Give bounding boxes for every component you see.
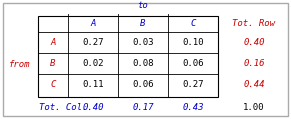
Text: 0.40: 0.40 xyxy=(243,38,265,47)
Text: 0.08: 0.08 xyxy=(132,59,154,68)
Text: 0.10: 0.10 xyxy=(182,38,204,47)
Text: 1.00: 1.00 xyxy=(243,104,265,112)
Text: B: B xyxy=(50,59,56,68)
Text: to: to xyxy=(138,2,148,10)
Text: 0.27: 0.27 xyxy=(82,38,104,47)
Text: 0.02: 0.02 xyxy=(82,59,104,68)
Text: 0.06: 0.06 xyxy=(182,59,204,68)
Text: 0.44: 0.44 xyxy=(243,80,265,89)
Text: A: A xyxy=(50,38,56,47)
Text: A: A xyxy=(90,18,96,27)
Text: 0.43: 0.43 xyxy=(182,104,204,112)
Text: Tot. Col.: Tot. Col. xyxy=(39,104,87,112)
Text: 0.03: 0.03 xyxy=(132,38,154,47)
Text: C: C xyxy=(50,80,56,89)
Text: 0.16: 0.16 xyxy=(243,59,265,68)
Text: Tot. Row: Tot. Row xyxy=(233,18,276,27)
Bar xyxy=(38,16,218,97)
Text: from: from xyxy=(9,60,31,69)
Text: 0.11: 0.11 xyxy=(82,80,104,89)
Text: 0.40: 0.40 xyxy=(82,104,104,112)
Text: 0.17: 0.17 xyxy=(132,104,154,112)
Text: 0.27: 0.27 xyxy=(182,80,204,89)
Text: B: B xyxy=(140,18,146,27)
Text: C: C xyxy=(190,18,196,27)
Text: 0.06: 0.06 xyxy=(132,80,154,89)
